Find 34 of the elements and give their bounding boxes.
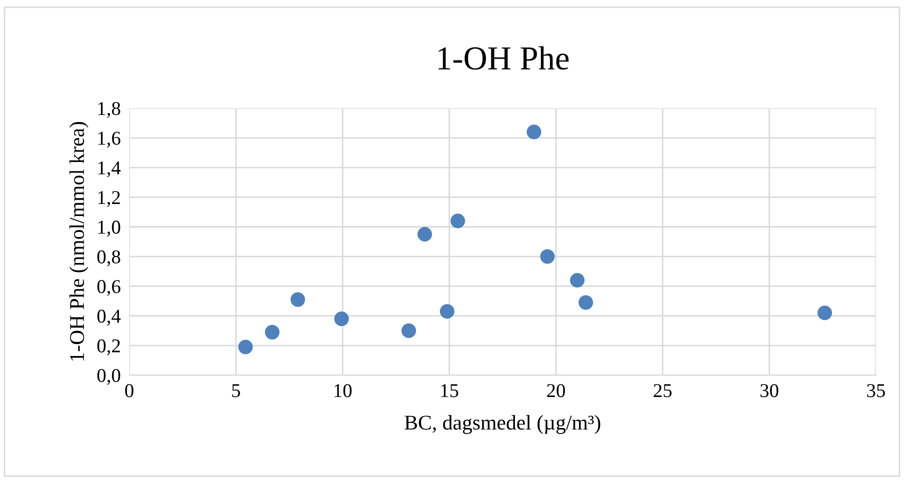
- y-tick-label: 1,2: [98, 191, 120, 207]
- point: [578, 295, 594, 310]
- y-tick-label: 0,4: [97, 310, 121, 326]
- x-axis-title: BC, dagsmedel (µg/m³): [404, 415, 600, 434]
- point: [526, 124, 542, 140]
- y-axis-title: 1-OH Phe (nmol/mmol krea): [69, 122, 88, 361]
- y-tick-label: 1,6: [98, 132, 120, 148]
- point: [334, 312, 349, 326]
- y-tick-label: 0,6: [97, 280, 120, 296]
- x-tick-label: 30: [760, 384, 778, 398]
- point: [570, 272, 585, 288]
- y-tick-label: 1,8: [98, 102, 120, 118]
- point: [440, 304, 454, 319]
- x-tick-label: 25: [654, 384, 672, 398]
- x-tick-label: 15: [441, 384, 458, 398]
- point: [401, 323, 416, 338]
- y-tick-label: 0,2: [97, 339, 120, 356]
- y-tick-label: 0,8: [97, 250, 120, 266]
- point: [450, 214, 466, 228]
- x-tick-label: 5: [232, 384, 240, 398]
- y-tick-label: 0,0: [97, 368, 120, 385]
- chart-title: 1-OH Phe: [438, 46, 569, 70]
- x-tick-label: 20: [547, 384, 565, 398]
- x-tick-label: 10: [334, 384, 352, 398]
- y-tick-label: 1,0: [98, 220, 120, 237]
- y-tick-label: 1,4: [98, 161, 121, 178]
- point: [417, 227, 432, 242]
- x-tick-label: 0: [125, 384, 134, 398]
- x-tick-label: 35: [867, 384, 885, 398]
- point: [290, 292, 306, 307]
- point: [264, 324, 280, 340]
- point: [540, 249, 555, 264]
- point: [817, 306, 832, 320]
- point: [238, 340, 253, 354]
